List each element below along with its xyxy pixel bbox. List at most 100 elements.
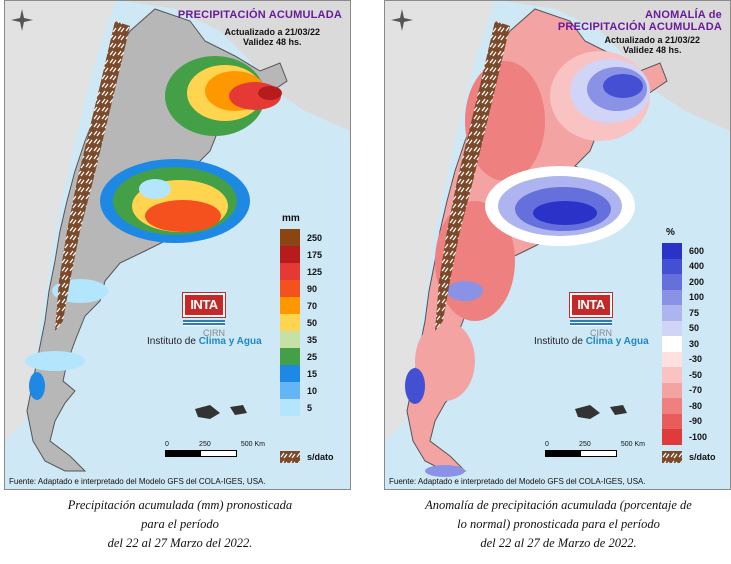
legend-entry: 35 — [280, 331, 322, 348]
legend-swatch — [662, 320, 682, 336]
legend-swatch — [280, 246, 300, 263]
legend-label: 400 — [689, 261, 705, 272]
legend-entry: 10 — [280, 382, 322, 399]
legend-swatch — [280, 280, 300, 297]
legend-label: 15 — [307, 368, 318, 379]
caption-line: Anomalía de precipitación acumulada (por… — [425, 498, 692, 512]
anomaly-map-panel: ANOMALÍA de PRECIPITACIÓN ACUMULADA Actu… — [384, 0, 731, 490]
legend-swatch — [662, 351, 682, 367]
validity: Validez 48 hs. — [622, 45, 682, 55]
legend-swatch — [280, 331, 300, 348]
legend-entry: 90 — [280, 280, 322, 297]
legend-label: 200 — [689, 276, 705, 287]
legend-entry: -80 — [662, 398, 707, 414]
legend-entry: 75 — [662, 305, 707, 321]
legend-entry: 25 — [280, 348, 322, 365]
legend-swatch — [662, 336, 682, 352]
legend-label: 90 — [307, 283, 318, 294]
legend-entry: -50 — [662, 367, 707, 383]
caption-line: del 22 al 27 de Marzo de 2022. — [480, 536, 637, 550]
legend-label: 175 — [307, 249, 323, 260]
legend-label: 75 — [689, 307, 700, 318]
legend-label: 50 — [307, 317, 318, 328]
legend-entry: 15 — [280, 365, 322, 382]
nodata-legend: s/dato — [280, 451, 334, 463]
compass-icon — [11, 9, 33, 31]
compass-icon — [391, 9, 413, 31]
inta-brand: INTA — [570, 293, 612, 317]
legend-label: 30 — [689, 338, 700, 349]
legend-swatch — [662, 258, 682, 274]
legend-label: 100 — [689, 292, 705, 303]
legend-swatch — [662, 274, 682, 290]
cirn-label: CIRN — [590, 328, 612, 338]
anomaly-caption: Anomalía de precipitación acumulada (por… — [386, 496, 731, 553]
legend-label: 50 — [689, 323, 700, 334]
scale-bar: 0 250 500 Km — [165, 441, 265, 457]
anomaly-legend: 600 400 200 100 75 50 30 -30 -50 -70 -80 -90 -100 — [662, 243, 707, 445]
legend-label: 5 — [307, 402, 313, 413]
legend-swatch — [280, 365, 300, 382]
anomaly-positive-north — [550, 51, 650, 141]
legend-entry: 200 — [662, 274, 707, 290]
title-line-1: ANOMALÍA de — [645, 9, 722, 21]
legend-label: -90 — [689, 416, 703, 427]
legend-entry: 600 — [662, 243, 707, 259]
legend-swatch — [662, 382, 682, 398]
legend-entry: 50 — [280, 314, 322, 331]
nodata-legend: s/dato — [662, 451, 716, 463]
legend-entry: 30 — [662, 336, 707, 352]
map-title: PRECIPITACIÓN ACUMULADA — [177, 9, 342, 21]
legend-label: 125 — [307, 266, 323, 277]
legend-entry: -100 — [662, 429, 707, 445]
map-title: ANOMALÍA de PRECIPITACIÓN ACUMULADA — [558, 9, 722, 33]
legend-entry: 175 — [280, 246, 322, 263]
precipitation-caption: Precipitación acumulada (mm) pronosticad… — [4, 496, 356, 553]
map-update-info: Actualizado a 21/03/22 Validez 48 hs. — [604, 35, 700, 55]
map-source: Fuente: Adaptado e interpretado del Mode… — [9, 477, 266, 486]
legend-label: -80 — [689, 400, 703, 411]
legend-label: -50 — [689, 369, 703, 380]
inta-logo: INTA CIRN Instituto de Clima y Agua — [534, 293, 649, 347]
legend-entry: 125 — [280, 263, 322, 280]
legend-swatch — [280, 314, 300, 331]
legend-swatch — [662, 413, 682, 429]
rain-center — [100, 159, 250, 243]
legend-entry: -70 — [662, 382, 707, 398]
legend-entry: 400 — [662, 258, 707, 274]
scale-bar: 0 250 500 Km — [545, 441, 645, 457]
update-date: Actualizado a 21/03/22 — [604, 35, 700, 45]
legend-swatch — [662, 289, 682, 305]
legend-label: 70 — [307, 300, 318, 311]
legend-swatch — [662, 243, 682, 259]
precipitation-map-panel: PRECIPITACIÓN ACUMULADA Actualizado a 21… — [4, 0, 351, 490]
legend-swatch — [662, 398, 682, 414]
legend-entry: -30 — [662, 351, 707, 367]
legend-swatch — [280, 348, 300, 365]
institute-name: Instituto de Clima y Agua — [147, 336, 262, 347]
map-update-info: Actualizado a 21/03/22 Validez 48 hs. — [224, 27, 320, 47]
legend-unit: % — [666, 227, 675, 238]
caption-line: lo normal) pronosticada para el período — [457, 517, 660, 531]
legend-label: 25 — [307, 351, 318, 362]
legend-label: 250 — [307, 232, 323, 243]
legend-swatch — [662, 367, 682, 383]
legend-label: -70 — [689, 385, 703, 396]
legend-label: -100 — [689, 431, 708, 442]
legend-swatch — [280, 229, 300, 246]
update-date: Actualizado a 21/03/22 — [224, 27, 320, 37]
legend-entry: -90 — [662, 413, 707, 429]
legend-swatch — [280, 382, 300, 399]
legend-label: 600 — [689, 245, 705, 256]
legend-entry: 50 — [662, 320, 707, 336]
legend-entry: 5 — [280, 399, 322, 416]
legend-swatch — [280, 263, 300, 280]
legend-unit: mm — [282, 213, 300, 224]
legend-swatch — [662, 305, 682, 321]
anomaly-positive-center — [485, 166, 635, 246]
legend-entry: 100 — [662, 289, 707, 305]
legend-swatch — [280, 297, 300, 314]
caption-line: del 22 al 27 Marzo del 2022. — [107, 536, 253, 550]
legend-swatch — [280, 399, 300, 416]
legend-label: -30 — [689, 354, 703, 365]
